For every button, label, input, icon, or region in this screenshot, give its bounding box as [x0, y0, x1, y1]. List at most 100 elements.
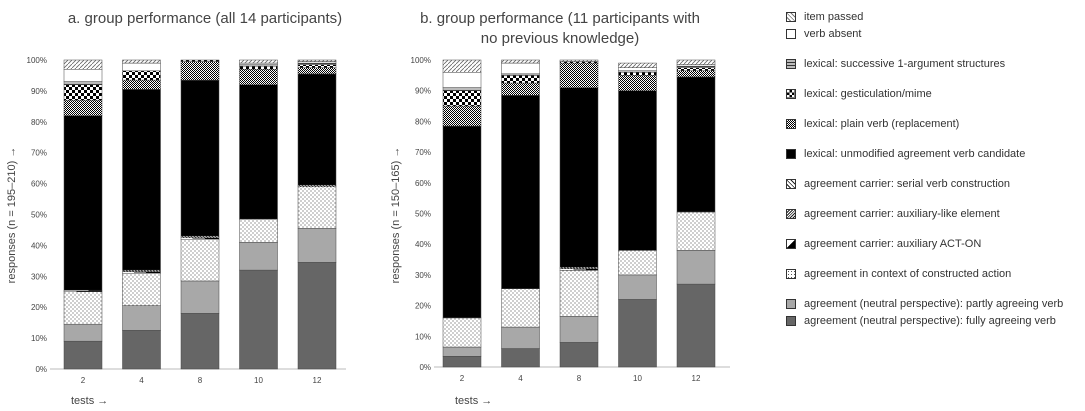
chart-b-bar-segment [443, 91, 481, 106]
chart-b-y-tick-label: 70% [415, 148, 431, 157]
chart-a-ylabel: responses (n = 195–210) → [6, 147, 18, 284]
legend-label: agreement (neutral perspective): fully a… [804, 315, 1056, 327]
legend-swatch-icon [786, 59, 796, 69]
chart-b-bar-segment [619, 63, 657, 68]
legend-swatch-icon [786, 89, 796, 99]
legend-swatch-icon [786, 316, 796, 326]
chart-b-bar-segment [677, 250, 715, 284]
legend-swatch-icon [786, 239, 796, 249]
legend-item: agreement in context of constructed acti… [786, 268, 1082, 281]
chart-b-bar-segment [619, 275, 657, 300]
chart-a-bar-segment [123, 330, 161, 369]
chart-a-bar-segment [240, 270, 278, 369]
legend-label: agreement carrier: auxiliary ACT-ON [804, 238, 981, 250]
chart-a-bar-segment [298, 262, 336, 369]
chart-a-y-tick-label: 90% [31, 87, 47, 96]
chart-a-y-tick-label: 50% [31, 211, 47, 220]
chart-b-bar-segment [619, 299, 657, 367]
chart-a-y-tick-label: 100% [27, 56, 47, 65]
chart-b-bar-segment [443, 318, 481, 347]
chart-a-bar-segment [181, 60, 219, 62]
chart-b-bar-segment [619, 250, 657, 275]
chart-b-bar-segment [560, 88, 598, 268]
legend-item: agreement (neutral perspective): fully a… [786, 315, 1082, 328]
chart-a-bar-segment [64, 82, 102, 85]
chart-b-x-tick-label: 10 [633, 374, 642, 383]
chart-a-xlabel: tests → [71, 395, 108, 407]
chart-b-bar-segment [619, 91, 657, 251]
legend-label: item passed [804, 11, 863, 23]
chart-b-bar-segment [677, 284, 715, 367]
legend-label: agreement carrier: auxiliary-like elemen… [804, 208, 1000, 220]
chart-b-bar-segment [443, 88, 481, 91]
chart-a-bar-segment [240, 242, 278, 270]
legend-label: lexical: unmodified agreement verb candi… [804, 148, 1025, 160]
chart-b-x-tick-label: 2 [460, 374, 465, 383]
chart-b-bar-segment [560, 60, 598, 62]
legend-item: agreement carrier: auxiliary ACT-ON [786, 238, 1082, 251]
chart-b-bar-segment [443, 126, 481, 318]
legend-label: agreement in context of constructed acti… [804, 268, 1011, 280]
legend-swatch-icon [786, 179, 796, 189]
chart-a-bar-segment [298, 65, 336, 68]
chart-a-bar-segment [123, 80, 161, 89]
legend-item: agreement (neutral perspective): partly … [786, 298, 1082, 311]
chart-a-y-tick-label: 60% [31, 180, 47, 189]
chart-a: 0% 10% 20% 30% 40% 50% 60% 70% 80% 90% 100% 2 4 8 10 12 [27, 56, 346, 385]
legend-label: agreement (neutral perspective): partly … [804, 298, 1063, 310]
chart-b-bar-segment [443, 60, 481, 72]
chart-a-x-tick-label: 4 [139, 376, 144, 385]
chart-b-bar-segment [502, 289, 540, 327]
chart-a-bar-segment [64, 292, 102, 324]
chart-a-bar-segment [240, 60, 278, 63]
chart-b-y-tick-label: 20% [415, 302, 431, 311]
legend-item: lexical: successive 1-argument structure… [786, 58, 1082, 71]
chart-a-bar-segment [123, 71, 161, 80]
chart-b-bar-segment [677, 68, 715, 71]
legend-swatch-icon [786, 299, 796, 309]
chart-a-bar-segment [123, 63, 161, 71]
chart-a-y-tick-label: 0% [35, 365, 47, 374]
legend-item: item passed [786, 11, 1082, 24]
chart-b-bar-segment [443, 106, 481, 126]
chart-a-bar-segment [64, 85, 102, 100]
chart-a-bar-segment [181, 281, 219, 313]
chart-a-x-tick-label: 2 [81, 376, 86, 385]
chart-a-bar-segment [123, 89, 161, 270]
chart-a-bar-segment [240, 85, 278, 219]
chart-b-bar-segment [502, 327, 540, 348]
legend-item: verb absent [786, 28, 1082, 41]
chart-b-bar-segment [677, 71, 715, 77]
chart-b-bar-segment [677, 77, 715, 212]
chart-b-bar-segment [502, 63, 540, 74]
chart-a-bar-segment [298, 60, 336, 62]
chart-b-y-tick-label: 80% [415, 117, 431, 126]
chart-a-bar-segment [64, 116, 102, 291]
chart-a-bar-segment [181, 62, 219, 81]
legend-label: lexical: gesticulation/mime [804, 88, 932, 100]
chart-b-bar-segment [560, 342, 598, 367]
chart-a-bar-segment [123, 60, 161, 63]
legend-label: lexical: plain verb (replacement) [804, 118, 959, 130]
legend-swatch-icon [786, 12, 796, 22]
legend-swatch-icon [786, 119, 796, 129]
chart-b-y-tick-label: 50% [415, 210, 431, 219]
chart-b-x-tick-label: 8 [577, 374, 582, 383]
chart-a-bar-segment [181, 313, 219, 369]
chart-b-ylabel: responses (n = 150–165) → [390, 147, 402, 284]
legend-label: verb absent [804, 28, 861, 40]
chart-b-bar-segment [502, 83, 540, 95]
chart-a-bar-segment [64, 341, 102, 369]
chart-a-x-tick-label: 8 [198, 376, 203, 385]
chart-b-y-tick-label: 30% [415, 271, 431, 280]
legend-swatch-icon [786, 149, 796, 159]
chart-a-bar-segment [181, 239, 219, 281]
chart-a-bar-segment [123, 273, 161, 305]
legend-label: agreement carrier: serial verb construct… [804, 178, 1010, 190]
chart-a-y-tick-label: 20% [31, 303, 47, 312]
legend-swatch-icon [786, 269, 796, 279]
charts-canvas: 0%10%20%30%40%50%60%70%80%90%100%2 4 8 10 12… [0, 0, 780, 411]
legend-item: agreement carrier: auxiliary-like elemen… [786, 208, 1082, 221]
chart-a-y-tick-label: 70% [31, 149, 47, 158]
chart-a-bar-segment [240, 219, 278, 242]
